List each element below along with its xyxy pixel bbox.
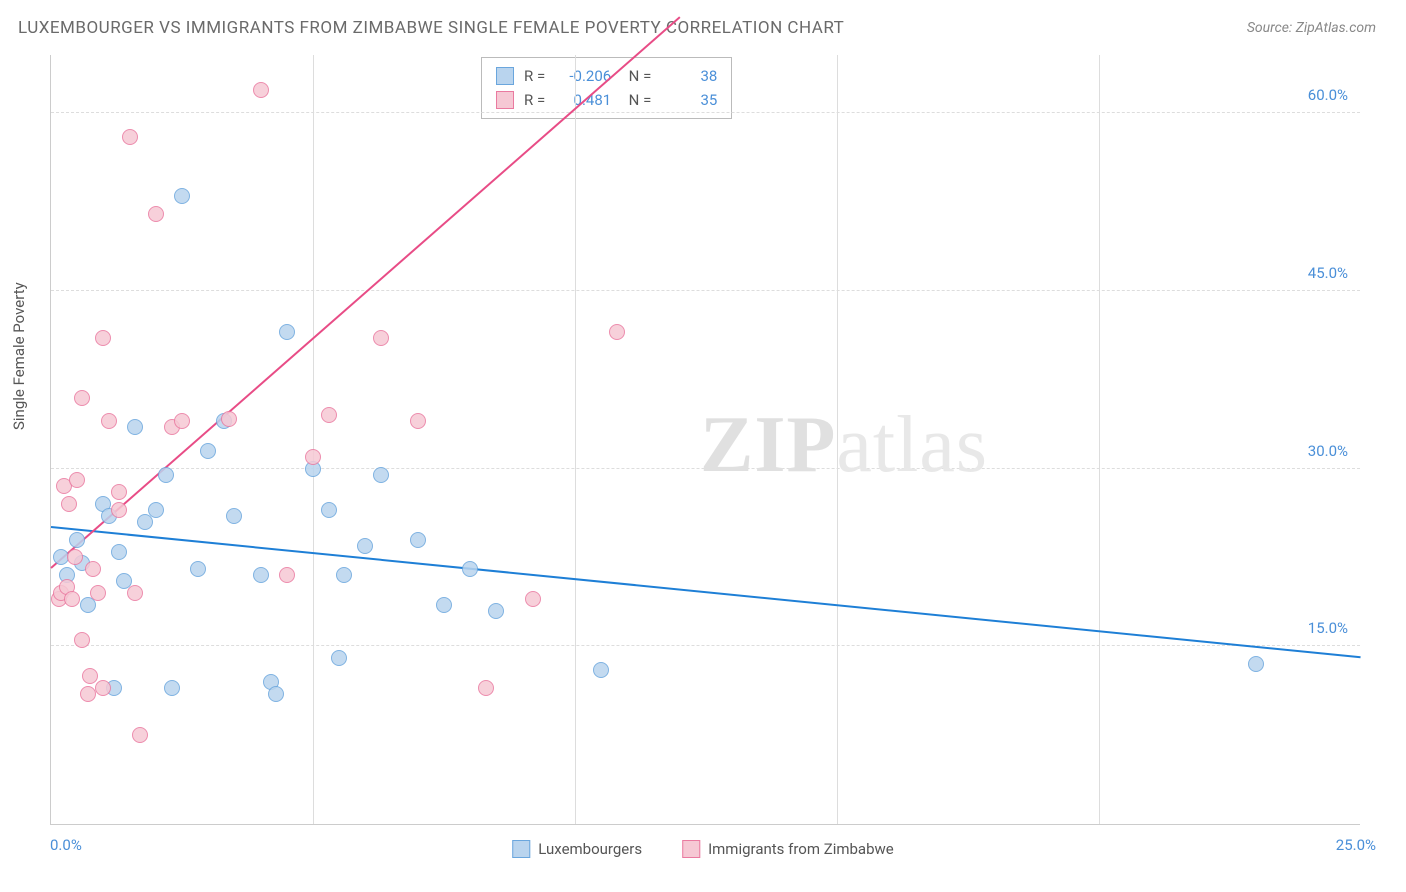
data-point: [357, 538, 373, 554]
data-point: [593, 662, 609, 678]
stat-n-label: N =: [621, 64, 651, 88]
data-point: [67, 549, 83, 565]
data-point: [268, 686, 284, 702]
data-point: [61, 496, 77, 512]
y-tick-label: 45.0%: [1308, 264, 1348, 282]
data-point: [174, 188, 190, 204]
trend-line: [50, 17, 680, 569]
stat-n-value: 38: [661, 64, 717, 88]
gridline-horizontal: [51, 112, 1360, 113]
data-point: [488, 603, 504, 619]
data-point: [410, 532, 426, 548]
data-point: [373, 330, 389, 346]
data-point: [111, 544, 127, 560]
gridline-vertical: [837, 55, 838, 824]
source-attribution: Source: ZipAtlas.com: [1247, 20, 1376, 36]
gridline-vertical: [313, 55, 314, 824]
trend-line: [51, 526, 1361, 658]
data-point: [132, 727, 148, 743]
y-tick-label: 30.0%: [1308, 442, 1348, 460]
stat-r-label: R =: [524, 88, 545, 112]
data-point: [331, 650, 347, 666]
gridline-vertical: [575, 55, 576, 824]
legend-stat-row: R =-0.206 N =38: [496, 64, 717, 88]
data-point: [164, 680, 180, 696]
data-point: [253, 567, 269, 583]
legend-swatch: [496, 67, 514, 85]
data-point: [462, 561, 478, 577]
data-point: [410, 413, 426, 429]
legend-swatch: [496, 91, 514, 109]
legend-item: Luxembourgers: [512, 840, 642, 858]
legend-label: Luxembourgers: [538, 840, 642, 858]
data-point: [148, 206, 164, 222]
stat-r-label: R =: [524, 64, 545, 88]
gridline-horizontal: [51, 290, 1360, 291]
data-point: [478, 680, 494, 696]
data-point: [436, 597, 452, 613]
data-point: [321, 407, 337, 423]
x-tick-max: 25.0%: [1336, 836, 1376, 854]
data-point: [95, 330, 111, 346]
series-legend: Luxembourgers Immigrants from Zimbabwe: [512, 840, 894, 858]
x-tick-min: 0.0%: [50, 836, 82, 854]
data-point: [111, 484, 127, 500]
data-point: [279, 324, 295, 340]
legend-stat-row: R =0.481 N =35: [496, 88, 717, 112]
data-point: [305, 449, 321, 465]
data-point: [190, 561, 206, 577]
legend-label: Immigrants from Zimbabwe: [708, 840, 894, 858]
stat-n-label: N =: [621, 88, 651, 112]
data-point: [158, 467, 174, 483]
data-point: [148, 502, 164, 518]
data-point: [90, 585, 106, 601]
legend-swatch: [512, 840, 530, 858]
data-point: [221, 411, 237, 427]
data-point: [122, 129, 138, 145]
data-point: [74, 390, 90, 406]
data-point: [226, 508, 242, 524]
data-point: [74, 632, 90, 648]
gridline-vertical: [1099, 55, 1100, 824]
data-point: [127, 419, 143, 435]
gridline-horizontal: [51, 645, 1360, 646]
data-point: [69, 532, 85, 548]
data-point: [111, 502, 127, 518]
data-point: [85, 561, 101, 577]
data-point: [321, 502, 337, 518]
data-point: [200, 443, 216, 459]
data-point: [609, 324, 625, 340]
stat-n-value: 35: [661, 88, 717, 112]
data-point: [174, 413, 190, 429]
gridline-horizontal: [51, 468, 1360, 469]
y-tick-label: 15.0%: [1308, 619, 1348, 637]
y-axis-label: Single Female Poverty: [10, 282, 28, 430]
data-point: [80, 686, 96, 702]
data-point: [101, 413, 117, 429]
data-point: [373, 467, 389, 483]
data-point: [64, 591, 80, 607]
y-tick-label: 60.0%: [1308, 86, 1348, 104]
legend-swatch: [682, 840, 700, 858]
data-point: [1248, 656, 1264, 672]
legend-item: Immigrants from Zimbabwe: [682, 840, 894, 858]
data-point: [336, 567, 352, 583]
data-point: [525, 591, 541, 607]
data-point: [279, 567, 295, 583]
scatter-plot: R =-0.206 N =38R =0.481 N =35 15.0%30.0%…: [50, 55, 1360, 825]
data-point: [127, 585, 143, 601]
data-point: [253, 82, 269, 98]
data-point: [95, 680, 111, 696]
data-point: [82, 668, 98, 684]
correlation-legend: R =-0.206 N =38R =0.481 N =35: [481, 57, 732, 119]
chart-title: LUXEMBOURGER VS IMMIGRANTS FROM ZIMBABWE…: [18, 18, 844, 38]
data-point: [69, 472, 85, 488]
